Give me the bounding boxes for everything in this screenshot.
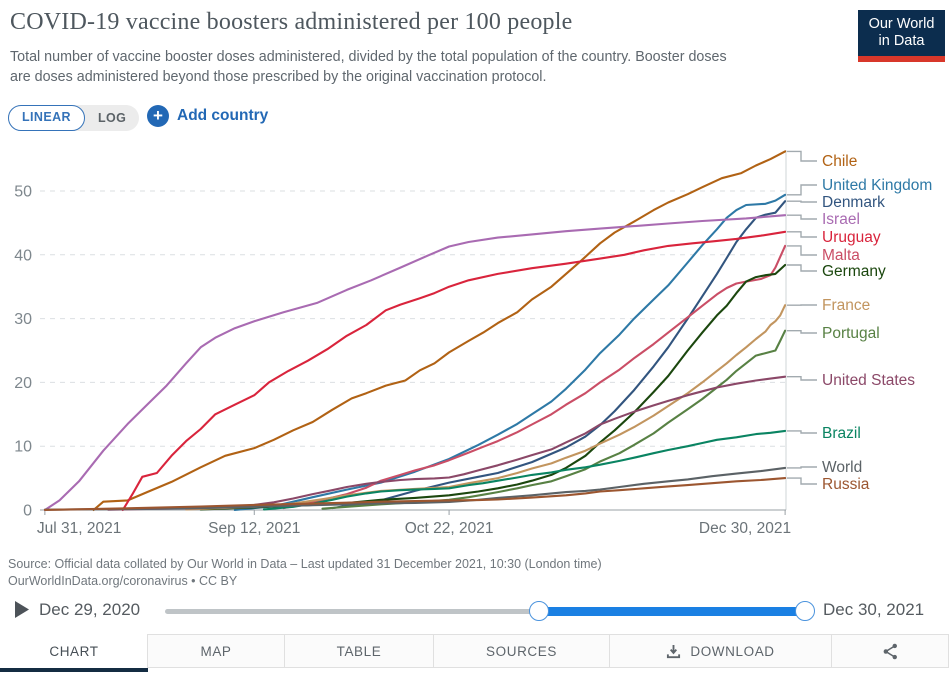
line-chart: 0 10 20 30 40 50 Jul 31, 2021 Sep 12, 2021 Oct 2…	[14, 150, 932, 537]
page-title: COVID-19 vaccine boosters administered p…	[10, 9, 573, 35]
series-label-brazil[interactable]: Brazil	[822, 425, 861, 442]
y-tick-label-20: 20	[14, 375, 32, 392]
series-label-uruguay[interactable]: Uruguay	[822, 229, 881, 246]
series-label-germany[interactable]: Germany	[822, 263, 886, 280]
source-note: Source: Official data collated by Our Wo…	[8, 556, 602, 590]
tab-chart[interactable]: CHART	[0, 634, 148, 668]
timeline-slider[interactable]	[165, 601, 815, 621]
logo-line-2: in Data	[878, 33, 925, 49]
label-connector	[787, 200, 817, 203]
label-connector	[787, 330, 817, 334]
tab-download-label: DOWNLOAD	[690, 643, 775, 659]
label-connector	[787, 245, 817, 256]
series-line-brazil	[262, 429, 787, 511]
chart-subtitle: Total number of vaccine booster doses ad…	[10, 47, 810, 87]
label-connector	[787, 214, 817, 220]
timeline-start-date: Dec 29, 2020	[39, 600, 141, 619]
series-line-germany	[199, 263, 787, 511]
series-line-russia	[43, 477, 787, 511]
series-label-israel[interactable]: Israel	[822, 211, 860, 228]
series-label-united-kingdom[interactable]: United Kingdom	[822, 177, 932, 194]
scale-toggle[interactable]: LINEAR LOG	[8, 105, 140, 131]
series-label-malta[interactable]: Malta	[822, 247, 860, 264]
tab-chart-label: CHART	[49, 643, 99, 659]
label-connector	[787, 376, 817, 381]
series-line-united-kingdom	[233, 193, 787, 512]
x-tick-label: Oct 22, 2021	[405, 520, 494, 537]
y-tick-label-0: 0	[23, 503, 32, 520]
series-label-united-states[interactable]: United States	[822, 372, 915, 389]
series-line-israel	[43, 214, 787, 512]
play-icon	[15, 601, 29, 618]
series-line-uruguay	[121, 230, 787, 512]
tab-map[interactable]: MAP	[147, 634, 285, 668]
label-connector	[787, 264, 817, 272]
timeline-selected-range	[538, 607, 806, 616]
label-connector	[787, 477, 817, 485]
label-connector	[787, 231, 817, 238]
x-tick-label: Jul 31, 2021	[37, 520, 121, 537]
series-label-portugal[interactable]: Portugal	[822, 325, 880, 342]
y-tick-label-10: 10	[14, 439, 32, 456]
series-line-denmark	[331, 200, 787, 510]
label-connector	[787, 466, 817, 469]
label-connector	[787, 150, 817, 162]
logo-line-1: Our World	[868, 16, 935, 32]
series-label-denmark[interactable]: Denmark	[822, 194, 885, 211]
source-line-1: Source: Official data collated by Our Wo…	[8, 557, 602, 571]
y-tick-label-50: 50	[14, 184, 32, 201]
tab-share[interactable]	[831, 634, 949, 668]
series-line-united-states	[107, 375, 787, 511]
timeline-start-handle[interactable]	[529, 601, 549, 621]
logo-red-bar	[858, 56, 945, 62]
x-tick-label: Sep 12, 2021	[208, 520, 300, 537]
plus-icon: +	[147, 105, 169, 127]
y-tick-label-40: 40	[14, 247, 32, 264]
subtitle-line-2: are doses administered beyond those pres…	[10, 69, 547, 85]
timeline-end-date: Dec 30, 2021	[823, 600, 925, 619]
linear-button[interactable]: LINEAR	[8, 105, 85, 131]
tab-bar: CHART MAP TABLE SOURCES DOWNLOAD	[0, 634, 949, 668]
add-country-button[interactable]: + Add country	[147, 105, 268, 127]
tab-download[interactable]: DOWNLOAD	[609, 634, 832, 668]
play-button[interactable]	[15, 601, 29, 618]
owid-logo[interactable]: Our World in Data	[858, 10, 945, 62]
download-icon	[667, 644, 681, 658]
active-tab-underline	[0, 668, 148, 672]
tab-sources[interactable]: SOURCES	[433, 634, 610, 668]
y-tick-label-30: 30	[14, 311, 32, 328]
source-link[interactable]: OurWorldInData.org/coronavirus • CC BY	[8, 574, 238, 588]
log-button[interactable]: LOG	[97, 111, 127, 125]
series-line-malta	[282, 244, 787, 510]
label-connector	[787, 430, 817, 434]
series-line-portugal	[321, 329, 787, 510]
tab-table-label: TABLE	[336, 643, 382, 659]
label-connector	[787, 184, 817, 196]
subtitle-line-1: Total number of vaccine booster doses ad…	[10, 49, 727, 65]
series-line-world	[43, 466, 787, 511]
x-tick-label: Dec 30, 2021	[699, 520, 791, 537]
add-country-label: Add country	[177, 107, 269, 124]
tab-map-label: MAP	[200, 643, 232, 659]
series-line-chile	[92, 150, 787, 512]
series-label-russia[interactable]: Russia	[822, 476, 870, 493]
timeline-end-handle[interactable]	[795, 601, 815, 621]
tab-sources-label: SOURCES	[486, 643, 557, 659]
series-label-france[interactable]: France	[822, 297, 870, 314]
series-label-world[interactable]: World	[822, 459, 862, 476]
series-label-chile[interactable]: Chile	[822, 153, 857, 170]
tab-table[interactable]: TABLE	[284, 634, 434, 668]
share-icon	[883, 643, 897, 659]
